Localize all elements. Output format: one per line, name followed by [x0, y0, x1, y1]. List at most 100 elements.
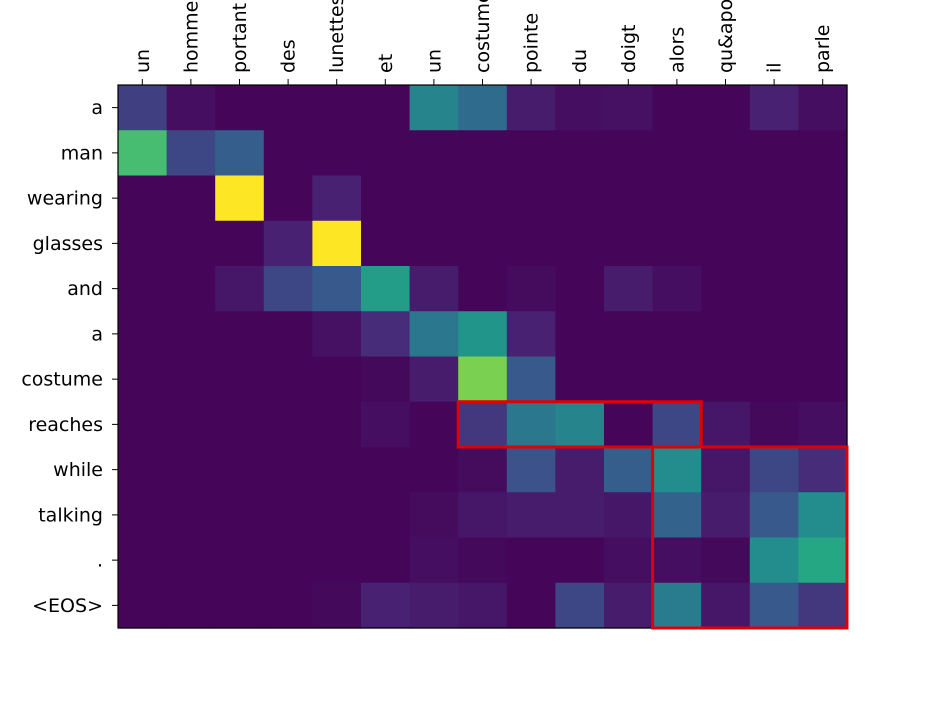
heatmap-cell	[458, 447, 508, 493]
heatmap-cell	[701, 492, 751, 539]
heatmap-cell	[798, 311, 848, 358]
heatmap-cell	[215, 447, 265, 493]
heatmap-cell	[506, 175, 556, 222]
heatmap-cell	[652, 85, 702, 131]
x-tick-label: parle	[812, 25, 834, 73]
heatmap-cell	[409, 537, 459, 584]
heatmap-cell	[361, 492, 411, 539]
heatmap-cell	[312, 447, 362, 493]
heatmap-cell	[701, 582, 751, 629]
highlight-box	[456, 400, 703, 449]
y-tick-label: and	[67, 278, 103, 300]
heatmap-cell	[166, 582, 216, 629]
heatmap-cell	[409, 85, 459, 131]
heatmap-cell	[798, 220, 848, 267]
heatmap-cell	[118, 582, 168, 629]
heatmap-cell	[361, 130, 411, 177]
heatmap-cell	[409, 582, 459, 629]
x-tick-label: costume	[472, 0, 494, 73]
heatmap-cell	[409, 311, 459, 358]
heatmap-cell	[604, 266, 654, 312]
heatmap-cell	[166, 447, 216, 493]
heatmap-cell	[166, 356, 216, 403]
heatmap-cell	[458, 582, 508, 629]
heatmap-cell	[215, 266, 265, 312]
heatmap-cell	[555, 175, 605, 222]
heatmap-cell	[215, 311, 265, 358]
heatmap-cell	[312, 266, 362, 312]
heatmap-cell	[506, 85, 556, 131]
heatmap-cell	[166, 130, 216, 177]
heatmap-cell	[312, 401, 362, 448]
heatmap-cell	[701, 311, 751, 358]
y-tick-label: a	[91, 323, 103, 345]
heatmap-cell	[263, 266, 313, 312]
heatmap-cell	[312, 130, 362, 177]
heatmap-cell	[604, 537, 654, 584]
highlight-box	[651, 445, 849, 630]
heatmap-cell	[361, 266, 411, 312]
heatmap-cell	[458, 130, 508, 177]
heatmap-cell	[604, 130, 654, 177]
heatmap-cell	[166, 492, 216, 539]
heatmap-cell	[506, 356, 556, 403]
heatmap-cell	[749, 85, 799, 131]
heatmap-cell	[604, 175, 654, 222]
heatmap-cell	[652, 220, 702, 267]
heatmap-cell	[555, 311, 605, 358]
heatmap-cell	[361, 311, 411, 358]
heatmap-cell	[361, 85, 411, 131]
heatmap-cell	[652, 356, 702, 403]
heatmap-cell	[263, 130, 313, 177]
heatmap-cell	[652, 311, 702, 358]
heatmap-cell	[701, 447, 751, 493]
heatmap-cell	[701, 220, 751, 267]
heatmap-cell	[604, 447, 654, 493]
heatmap-cell	[215, 85, 265, 131]
heatmap-cell	[458, 220, 508, 267]
heatmap-cell	[361, 175, 411, 222]
heatmap-cell	[798, 401, 848, 448]
heatmap-cell	[263, 582, 313, 629]
y-tick-label: .	[97, 550, 103, 572]
heatmap-cell	[555, 447, 605, 493]
heatmap-cell	[312, 311, 362, 358]
heatmap-cell	[798, 85, 848, 131]
heatmap-cell	[798, 130, 848, 177]
heatmap-cell	[215, 130, 265, 177]
heatmap-cell	[166, 85, 216, 131]
heatmap-cell	[166, 175, 216, 222]
heatmap-cell	[409, 447, 459, 493]
heatmap-cell	[798, 356, 848, 403]
x-tick-label: et	[375, 54, 397, 73]
heatmap-cell	[506, 447, 556, 493]
heatmap-cell	[361, 447, 411, 493]
heatmap-cell	[506, 537, 556, 584]
heatmap-cell	[555, 130, 605, 177]
x-tick-label: pointe	[521, 13, 543, 73]
heatmap-cell	[506, 220, 556, 267]
heatmap-cell	[409, 220, 459, 267]
x-tick-label: doigt	[618, 25, 640, 73]
heatmap-cell	[506, 266, 556, 312]
heatmap-cell	[652, 537, 702, 584]
heatmap-cell	[506, 311, 556, 358]
heatmap-cell	[458, 492, 508, 539]
heatmap-cell	[118, 266, 168, 312]
y-tick-label: wearing	[27, 188, 103, 210]
heatmap-cell	[749, 311, 799, 358]
heatmap-cell	[652, 401, 702, 448]
x-tick-label: des	[278, 39, 300, 73]
heatmap-cell	[312, 356, 362, 403]
heatmap-cell	[118, 311, 168, 358]
heatmap-cell	[749, 401, 799, 448]
heatmap-cell	[798, 492, 848, 539]
heatmap-cell	[604, 492, 654, 539]
heatmap-cell	[118, 85, 168, 131]
heatmap-cell	[166, 537, 216, 584]
heatmap-cell	[263, 356, 313, 403]
heatmap-cell	[749, 582, 799, 629]
heatmap-cell	[604, 220, 654, 267]
heatmap-cell	[215, 492, 265, 539]
heatmap-cell	[118, 130, 168, 177]
